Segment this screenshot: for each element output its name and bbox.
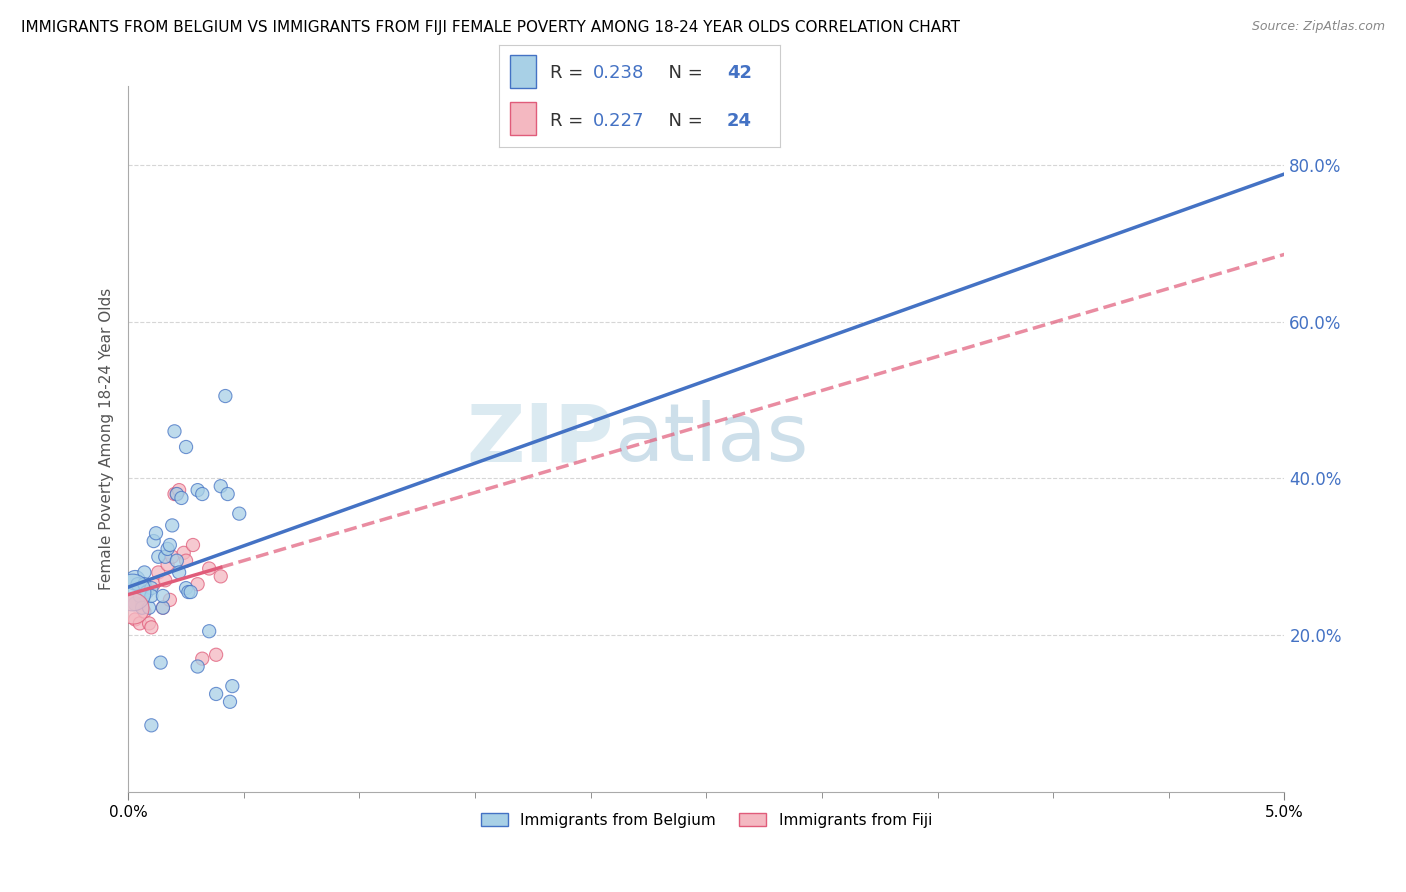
Point	[138, 616, 160, 631]
Point	[141, 718, 163, 732]
Point	[156, 541, 179, 556]
Point	[180, 585, 202, 599]
Point	[148, 566, 170, 580]
Point	[134, 577, 156, 591]
FancyBboxPatch shape	[510, 102, 536, 135]
Point	[187, 483, 209, 497]
Point	[166, 554, 188, 568]
Text: Source: ZipAtlas.com: Source: ZipAtlas.com	[1251, 20, 1385, 33]
Point	[149, 656, 172, 670]
Point	[166, 487, 188, 501]
Point	[170, 491, 193, 505]
Point	[141, 589, 163, 603]
Point	[142, 534, 165, 549]
Text: 0.238: 0.238	[593, 64, 645, 82]
Text: N =: N =	[657, 112, 709, 129]
Text: IMMIGRANTS FROM BELGIUM VS IMMIGRANTS FROM FIJI FEMALE POVERTY AMONG 18-24 YEAR : IMMIGRANTS FROM BELGIUM VS IMMIGRANTS FR…	[21, 20, 960, 35]
Point	[134, 605, 156, 619]
Point	[155, 549, 177, 564]
Point	[205, 648, 228, 662]
Point	[152, 589, 174, 603]
Point	[174, 554, 197, 568]
Point	[198, 561, 221, 575]
Point	[209, 569, 232, 583]
Text: R =: R =	[550, 112, 589, 129]
Point	[124, 597, 146, 611]
Point	[124, 574, 146, 588]
Point	[122, 600, 145, 615]
Point	[173, 546, 195, 560]
Point	[191, 651, 214, 665]
Text: 42: 42	[727, 64, 752, 82]
Point	[217, 487, 239, 501]
Point	[167, 483, 190, 497]
Legend: Immigrants from Belgium, Immigrants from Fiji: Immigrants from Belgium, Immigrants from…	[474, 806, 938, 834]
Point	[181, 538, 204, 552]
Point	[134, 566, 156, 580]
Point	[141, 620, 163, 634]
Point	[141, 581, 163, 595]
Point	[145, 526, 167, 541]
Point	[159, 593, 181, 607]
Point	[148, 549, 170, 564]
Text: atlas: atlas	[614, 401, 808, 478]
Point	[174, 581, 197, 595]
Point	[214, 389, 236, 403]
Point	[198, 624, 221, 639]
Text: N =: N =	[657, 64, 709, 82]
Point	[205, 687, 228, 701]
Point	[124, 612, 146, 626]
Text: ZIP: ZIP	[467, 401, 614, 478]
Point	[159, 538, 181, 552]
Point	[127, 577, 149, 591]
Point	[156, 558, 179, 572]
Point	[187, 659, 209, 673]
Text: 24: 24	[727, 112, 752, 129]
Point	[128, 616, 150, 631]
Point	[131, 600, 153, 615]
Point	[131, 597, 153, 611]
Point	[163, 487, 186, 501]
Point	[155, 574, 177, 588]
Point	[121, 585, 143, 599]
Text: R =: R =	[550, 64, 589, 82]
Point	[160, 518, 183, 533]
Point	[138, 600, 160, 615]
Point	[142, 577, 165, 591]
Y-axis label: Female Poverty Among 18-24 Year Olds: Female Poverty Among 18-24 Year Olds	[100, 288, 114, 591]
Point	[166, 487, 188, 501]
Point	[221, 679, 243, 693]
Point	[163, 425, 186, 439]
Point	[191, 487, 214, 501]
Point	[160, 549, 183, 564]
Point	[152, 600, 174, 615]
Point	[152, 600, 174, 615]
Point	[135, 585, 157, 599]
Point	[167, 566, 190, 580]
Point	[174, 440, 197, 454]
Point	[187, 577, 209, 591]
Point	[219, 695, 242, 709]
Point	[228, 507, 250, 521]
FancyBboxPatch shape	[510, 55, 536, 87]
Point	[128, 589, 150, 603]
Text: 0.227: 0.227	[593, 112, 645, 129]
Point	[177, 585, 200, 599]
Point	[209, 479, 232, 493]
